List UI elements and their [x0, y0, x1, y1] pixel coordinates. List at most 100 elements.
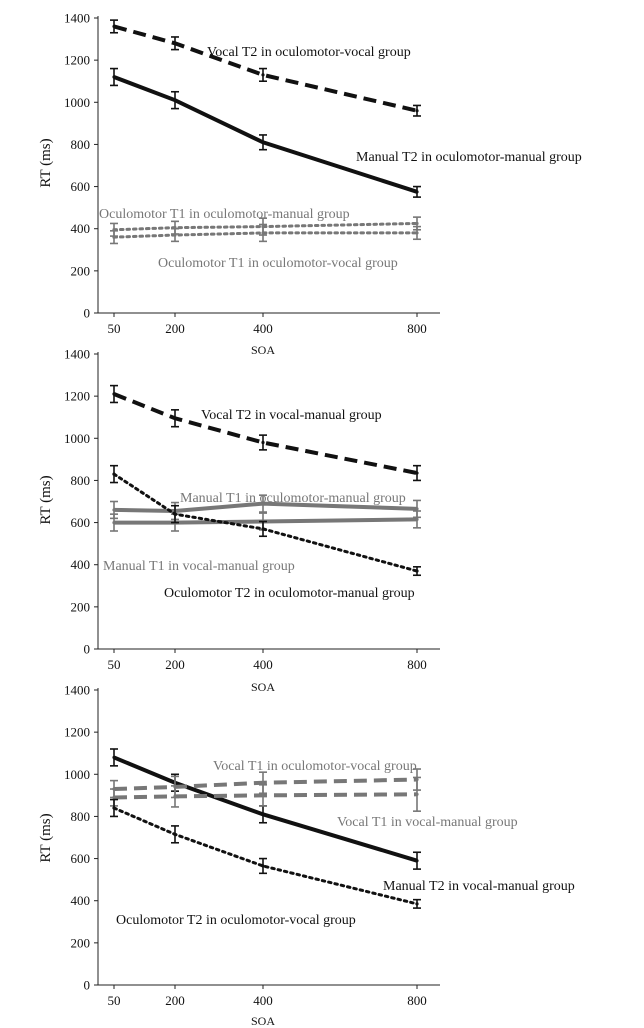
y-tick-label: 200	[71, 599, 91, 614]
y-tick-label: 800	[71, 137, 91, 152]
data-point	[112, 75, 116, 79]
series-label-vocal-t2: Vocal T2 in vocal-manual group	[201, 408, 382, 423]
y-tick-label: 200	[71, 263, 91, 278]
data-point	[173, 794, 177, 799]
x-axis-label: SOA	[251, 680, 275, 694]
y-tick-label: 1200	[64, 725, 90, 740]
data-point	[173, 512, 177, 516]
panel-1: RT (ms) SOA Vocal T2 in oculomotor-vocal…	[38, 11, 582, 358]
x-tick-label: 800	[407, 993, 427, 1008]
data-point	[261, 781, 265, 785]
y-tick-label: 0	[84, 978, 91, 993]
data-point	[173, 832, 177, 836]
data-point	[415, 569, 419, 573]
data-point	[415, 109, 419, 113]
data-point	[415, 902, 419, 906]
series-label-manual-t2: Manual T2 in vocal-manual group	[383, 879, 575, 894]
series-label-manual-t1-vocal: Manual T1 in vocal-manual group	[103, 559, 295, 574]
x-tick-label: 400	[253, 993, 273, 1008]
x-tick-label: 400	[253, 657, 273, 672]
panel-2: RT (ms) SOA Vocal T2 in vocal-manual gro…	[38, 347, 440, 694]
x-axis-label: SOA	[251, 343, 275, 357]
data-point	[261, 440, 265, 445]
series-line-1	[113, 777, 418, 792]
data-point	[415, 471, 419, 475]
series-label-vocal-t2: Vocal T2 in oculomotor-vocal group	[207, 45, 411, 60]
data-point	[112, 806, 116, 810]
data-point	[415, 859, 419, 863]
series-label-oculomotor-t1-manual: Oculomotor T1 in oculomotor-manual group	[99, 207, 350, 222]
y-tick-label: 1000	[64, 95, 90, 110]
y-tick-label: 600	[71, 515, 91, 530]
data-point	[415, 190, 419, 194]
data-point	[261, 231, 265, 235]
x-tick-label: 800	[407, 321, 427, 336]
x-tick-label: 200	[165, 657, 185, 672]
data-point	[415, 517, 419, 522]
x-axis-label: SOA	[251, 1014, 275, 1028]
series-line-1	[113, 501, 418, 513]
x-tick-label: 50	[108, 321, 121, 336]
series-line-3	[112, 806, 419, 906]
data-point	[261, 527, 265, 531]
data-point	[261, 793, 265, 797]
y-tick-label: 1200	[64, 389, 90, 404]
series-label-oculomotor-t2: Oculomotor T2 in oculomotor-manual group	[164, 586, 415, 601]
data-point	[415, 221, 419, 226]
data-point	[261, 140, 265, 144]
y-tick-label: 1400	[64, 11, 90, 26]
y-tick-label: 800	[71, 473, 91, 488]
x-tick-label: 400	[253, 321, 273, 336]
data-point	[112, 235, 116, 239]
y-axis-label: RT (ms)	[38, 813, 54, 862]
y-tick-label: 1000	[64, 431, 90, 446]
data-point	[261, 502, 265, 506]
y-tick-label: 400	[71, 893, 91, 908]
y-tick-label: 400	[71, 221, 91, 236]
y-tick-label: 0	[84, 642, 91, 657]
series-label-manual-t1-oculomotor: Manual T1 in oculomotor-manual group	[180, 491, 406, 506]
data-point	[415, 507, 419, 511]
y-axis-label: RT (ms)	[38, 138, 54, 187]
data-point	[112, 755, 116, 760]
y-tick-label: 1200	[64, 53, 90, 68]
x-tick-label: 200	[165, 993, 185, 1008]
series-line-3	[112, 472, 419, 573]
series-line-2	[113, 792, 418, 800]
y-tick-label: 600	[71, 179, 91, 194]
data-point	[173, 233, 177, 237]
series-label-oculomotor-t2: Oculomotor T2 in oculomotor-vocal group	[116, 913, 356, 928]
y-tick-label: 400	[71, 557, 91, 572]
series-label-manual-t2: Manual T2 in oculomotor-manual group	[356, 150, 582, 165]
data-point	[112, 508, 116, 512]
y-tick-label: 800	[71, 809, 91, 824]
series-line-2	[112, 221, 419, 232]
series-line-0	[113, 24, 418, 113]
data-point	[112, 392, 116, 396]
y-tick-label: 0	[84, 306, 91, 321]
data-point	[173, 416, 177, 420]
panel-3: RT (ms) SOA Manual T2 in vocal-manual gr…	[38, 683, 575, 1028]
y-tick-label: 600	[71, 851, 91, 866]
data-point	[415, 231, 419, 235]
data-point	[261, 812, 265, 816]
data-point	[173, 98, 177, 102]
x-tick-label: 50	[108, 657, 121, 672]
x-tick-label: 50	[108, 993, 121, 1008]
data-point	[261, 73, 265, 77]
y-tick-label: 1400	[64, 683, 90, 698]
data-point	[415, 792, 419, 796]
y-tick-label: 1000	[64, 767, 90, 782]
x-tick-label: 200	[165, 321, 185, 336]
data-point	[112, 795, 116, 800]
series-label-vocal-t1-oculomotor: Vocal T1 in oculomotor-vocal group	[213, 759, 417, 774]
series-label-oculomotor-t1-vocal: Oculomotor T1 in oculomotor-vocal group	[158, 256, 398, 271]
data-point	[112, 24, 116, 29]
data-point	[261, 864, 265, 868]
y-axis-label: RT (ms)	[38, 475, 54, 524]
series-line-0	[113, 755, 418, 863]
data-point	[112, 472, 116, 476]
data-point	[173, 41, 177, 45]
y-tick-label: 1400	[64, 347, 90, 362]
